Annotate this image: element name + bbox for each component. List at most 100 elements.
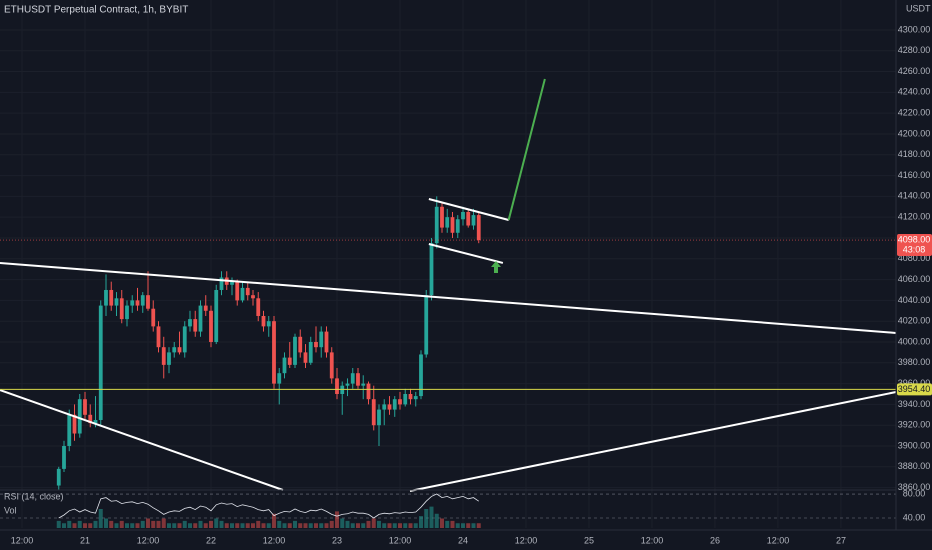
volume-bar (208, 520, 213, 528)
volume-bar (382, 523, 387, 528)
candle-body (114, 298, 119, 306)
candle-body (182, 326, 187, 353)
trend-line (0, 261, 897, 334)
y-tick-label: 4280.00 (898, 45, 931, 55)
candle-body (83, 399, 87, 415)
volume-bar (130, 523, 135, 528)
volume-bar (166, 523, 171, 528)
volume-bar (424, 509, 429, 528)
volume-bar (460, 523, 465, 528)
volume-bar (418, 516, 423, 528)
candle-body (167, 352, 171, 365)
candle-body (56, 468, 61, 486)
candle-body (146, 295, 150, 309)
y-tick-label: 4180.00 (898, 149, 931, 159)
volume-bar (392, 523, 397, 528)
rsi-label: RSI (14, close) (4, 491, 64, 501)
candle-body (366, 383, 371, 400)
candle-body (445, 217, 450, 228)
x-tick-label: 12:00 (767, 535, 790, 545)
trend-line (507, 78, 546, 221)
trend-line (428, 243, 504, 264)
volume-bar (387, 523, 392, 528)
volume-bar (93, 520, 98, 528)
candle-body (62, 446, 66, 469)
candle-body (251, 295, 255, 299)
volume-bar (240, 523, 245, 528)
volume-bar (429, 506, 434, 528)
y-tick-label: 3960.00 (898, 378, 931, 388)
candle-body (303, 352, 308, 363)
y-tick-label: 3880.00 (898, 461, 931, 471)
candle-body (130, 300, 135, 306)
volume-bar (250, 523, 255, 528)
volume-bar (439, 518, 444, 528)
volume-bar (67, 520, 72, 528)
candle-body (261, 315, 266, 327)
candle-body (282, 357, 287, 374)
volume-bar (434, 513, 439, 528)
volume-bar (198, 520, 203, 528)
last-price-label-bg (897, 234, 932, 257)
candle-body (371, 399, 376, 426)
rsi-tick-label: 40.00 (903, 512, 926, 522)
candle-body (119, 298, 124, 320)
candle-body (387, 404, 392, 410)
volume-bar (308, 523, 313, 528)
candle-body (455, 219, 460, 233)
volume-bar (287, 523, 292, 528)
drawings (0, 78, 897, 493)
candle-body (151, 308, 156, 327)
volume-bar (82, 523, 87, 528)
candle-body (392, 399, 397, 410)
volume-bar (88, 523, 93, 528)
candle-body (125, 305, 129, 320)
volume-bar (98, 509, 103, 528)
y-tick-label: 3980.00 (898, 357, 931, 367)
volume-bar (324, 523, 329, 528)
candle-body (345, 383, 350, 386)
volume-label: Vol (4, 505, 17, 515)
volume-bar (256, 520, 261, 528)
candle-body (335, 378, 339, 394)
rsi-tick-label: 80.00 (903, 488, 926, 498)
y-tick-label: 4260.00 (898, 66, 931, 76)
x-tick-label: 12:00 (389, 535, 412, 545)
candle-body (203, 305, 208, 311)
y-tick-label: 3900.00 (898, 440, 931, 450)
rsi-line (58, 493, 479, 519)
volume-bar (177, 523, 182, 528)
candle-body (177, 347, 182, 353)
volume-bar (334, 511, 339, 528)
candle-body (277, 373, 282, 384)
candle-body (419, 354, 423, 397)
volume-bar (298, 523, 303, 528)
candle-body (377, 409, 381, 426)
candle-body (272, 321, 276, 384)
x-tick-label: 27 (836, 535, 846, 545)
candle-body (109, 289, 114, 306)
candle-body (350, 373, 355, 384)
volume-bar (403, 523, 408, 528)
x-tick-label: 12:00 (641, 535, 664, 545)
candle-body (413, 396, 418, 400)
y-tick-label: 4300.00 (898, 24, 931, 34)
chart-title: ETHUSDT Perpetual Contract, 1h, BYBIT (4, 5, 188, 16)
candle-body (356, 373, 360, 386)
candle-body (293, 336, 297, 365)
last-price-label: 4098.00 (898, 234, 931, 244)
volume-bar (140, 520, 145, 528)
volume-bar (277, 520, 282, 528)
volume-bar (77, 520, 82, 528)
candle-body (93, 420, 98, 424)
volume-bar (292, 520, 297, 528)
y-tick-label: 4140.00 (898, 191, 931, 201)
candle-body (219, 277, 224, 290)
candle-body (424, 295, 429, 355)
trend-line (409, 391, 897, 493)
volume-bar (361, 523, 366, 528)
volume-bar (235, 523, 240, 528)
candle-body (72, 414, 77, 434)
volume-bar (355, 523, 360, 528)
